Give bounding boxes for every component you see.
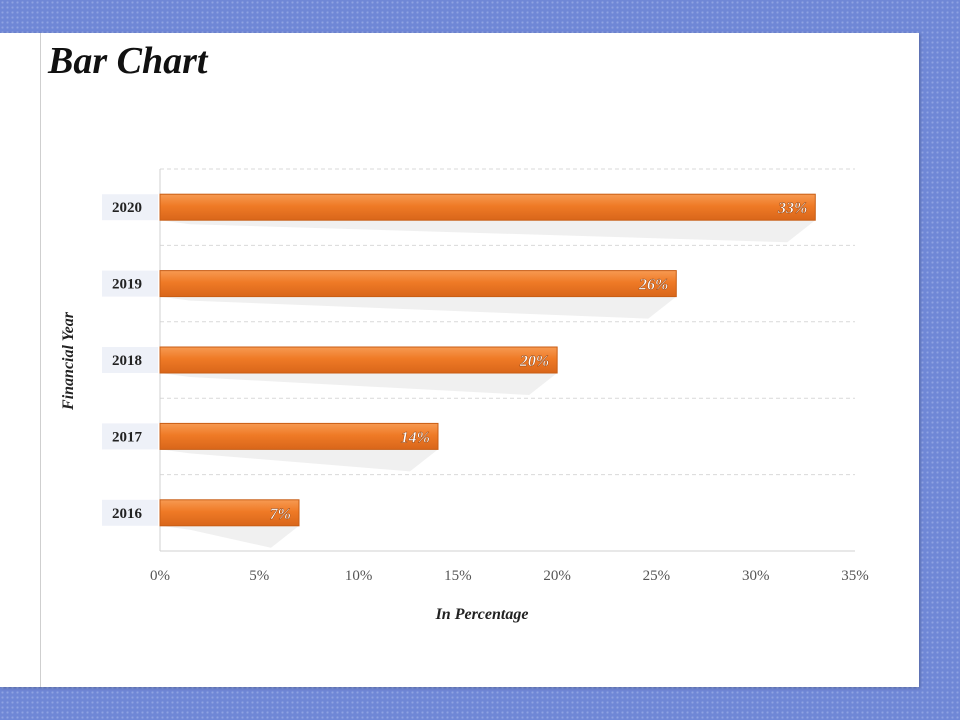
data-label: 26% — [638, 277, 668, 294]
category-label: 2017 — [112, 429, 143, 445]
bar-shadow — [160, 220, 816, 243]
x-tick-label: 5% — [249, 568, 269, 584]
bar-shadow — [160, 296, 677, 319]
left-divider — [40, 33, 41, 687]
data-label: 14% — [401, 429, 430, 446]
x-tick-label: 25% — [643, 568, 671, 584]
category-label-box — [102, 423, 158, 450]
x-tick-label: 10% — [345, 568, 373, 584]
x-tick-label: 35% — [841, 568, 869, 584]
category-label: 2018 — [112, 353, 142, 369]
bars — [159, 193, 816, 527]
x-tick-label: 0% — [150, 568, 170, 584]
bar — [159, 499, 300, 527]
category-label: 2016 — [112, 506, 143, 522]
bar — [159, 346, 558, 374]
category-label-box — [102, 194, 158, 221]
category-label: 2020 — [112, 200, 142, 216]
bar-shadow — [160, 373, 558, 395]
bar-shadow — [160, 525, 299, 548]
x-tick-label: 20% — [543, 568, 571, 584]
gridlines — [160, 168, 855, 476]
bar — [159, 422, 439, 450]
category-label-box — [102, 270, 158, 297]
data-label: 20% — [519, 353, 549, 370]
labels: 2016 7% 2017 14% 2018 20% 2019 26% 2020 33% — [102, 194, 807, 526]
bar — [159, 270, 677, 298]
category-label-box — [102, 347, 158, 373]
data-label: 33% — [777, 200, 807, 217]
category-label-box — [102, 499, 158, 526]
axes: 0% 5% 10% 15% 20% 25% 30% 35% — [150, 169, 869, 584]
category-label: 2019 — [112, 277, 142, 293]
x-axis-title: In Percentage — [435, 606, 529, 623]
x-tick-label: 30% — [742, 568, 770, 584]
y-axis-title: Financial Year — [60, 311, 77, 411]
bar — [159, 193, 816, 221]
page-title: Bar Chart — [48, 40, 208, 82]
bar-shadow — [160, 449, 438, 472]
x-tick-label: 15% — [444, 568, 472, 584]
bar-shadows — [160, 220, 816, 548]
data-label: 7% — [270, 506, 291, 523]
